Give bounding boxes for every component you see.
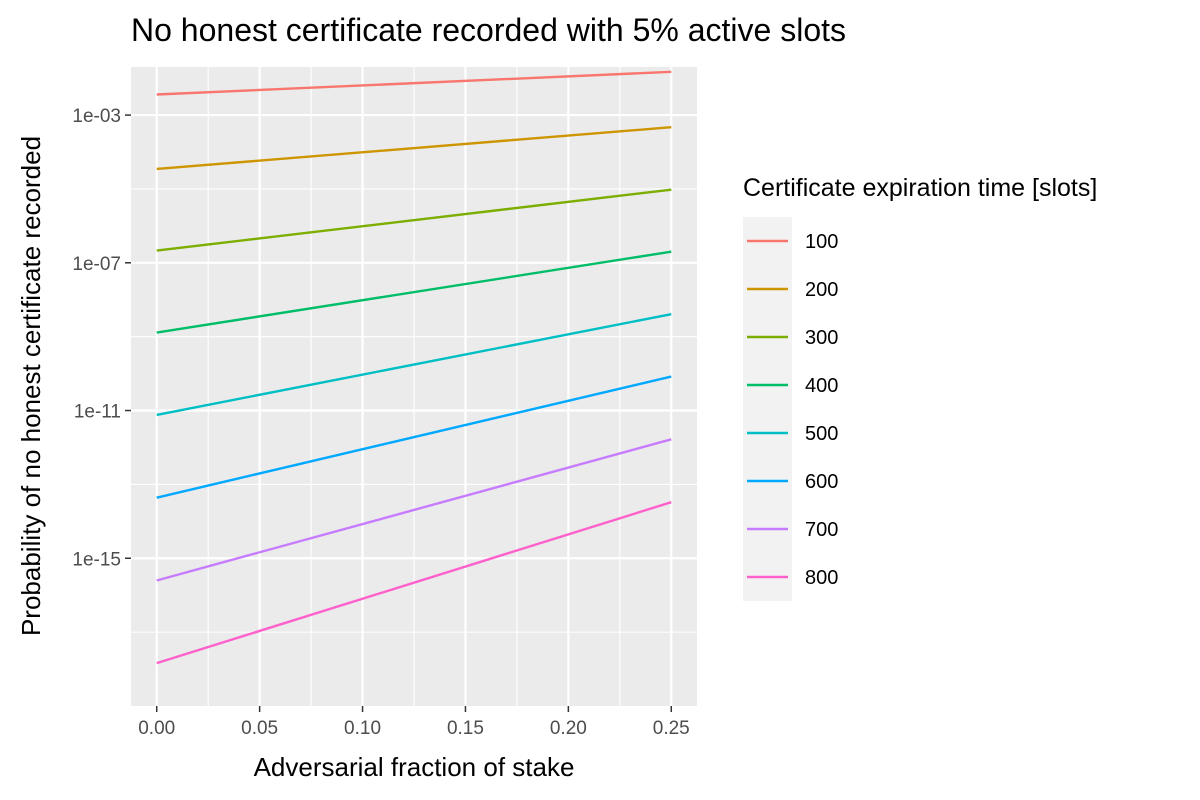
y-tick-label: 1e-15 bbox=[72, 549, 121, 570]
legend-label-500: 500 bbox=[805, 423, 838, 445]
legend-title: Certificate expiration time [slots] bbox=[743, 174, 1097, 202]
series-line-700 bbox=[156, 438, 672, 582]
y-axis-ticks: 1e-15 1e-11 1e-07 1e-03 bbox=[72, 106, 131, 570]
legend-keys-background bbox=[743, 217, 792, 601]
y-axis-title: Probability of no honest certificate rec… bbox=[16, 136, 46, 636]
series-lines bbox=[156, 70, 672, 665]
legend-label-100: 100 bbox=[805, 231, 838, 253]
legend-label-800: 800 bbox=[805, 567, 838, 589]
chart-title: No honest certificate recorded with 5% a… bbox=[131, 12, 846, 48]
y-tick-label: 1e-11 bbox=[74, 402, 121, 423]
minor-gridlines bbox=[131, 67, 697, 706]
series-line-200 bbox=[156, 126, 672, 171]
series-line-400 bbox=[156, 250, 672, 334]
series-line-500 bbox=[156, 312, 672, 417]
series-line-300 bbox=[156, 188, 672, 252]
legend-label-700: 700 bbox=[805, 519, 838, 541]
x-axis-ticks: 0.00 0.05 0.10 0.15 0.20 0.25 bbox=[138, 706, 690, 739]
series-line-600 bbox=[156, 375, 672, 499]
x-tick-label: 0.05 bbox=[241, 718, 278, 739]
x-tick-label: 0.25 bbox=[653, 718, 690, 739]
y-tick-label: 1e-03 bbox=[72, 106, 121, 127]
legend-label-300: 300 bbox=[805, 327, 838, 349]
series-line-100 bbox=[156, 70, 672, 96]
x-axis-title: Adversarial fraction of stake bbox=[254, 752, 575, 782]
legend-label-600: 600 bbox=[805, 471, 838, 493]
legend-items: 100 200 300 400 500 600 700 800 bbox=[747, 231, 838, 589]
x-tick-label: 0.20 bbox=[550, 718, 587, 739]
legend: Certificate expiration time [slots] 100 2… bbox=[743, 174, 1097, 601]
series-line-800 bbox=[156, 501, 672, 665]
x-tick-label: 0.15 bbox=[447, 718, 484, 739]
y-tick-label: 1e-07 bbox=[72, 254, 121, 275]
x-tick-label: 0.10 bbox=[344, 718, 381, 739]
major-gridlines bbox=[131, 67, 697, 706]
legend-label-400: 400 bbox=[805, 375, 838, 397]
legend-label-200: 200 bbox=[805, 279, 838, 301]
x-tick-label: 0.00 bbox=[138, 718, 175, 739]
